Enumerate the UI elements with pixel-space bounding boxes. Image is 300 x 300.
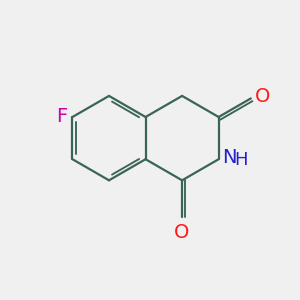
Text: O: O [174,223,189,242]
Text: N: N [222,148,237,167]
Text: H: H [235,152,248,169]
Text: O: O [254,87,270,106]
Text: F: F [56,107,67,126]
